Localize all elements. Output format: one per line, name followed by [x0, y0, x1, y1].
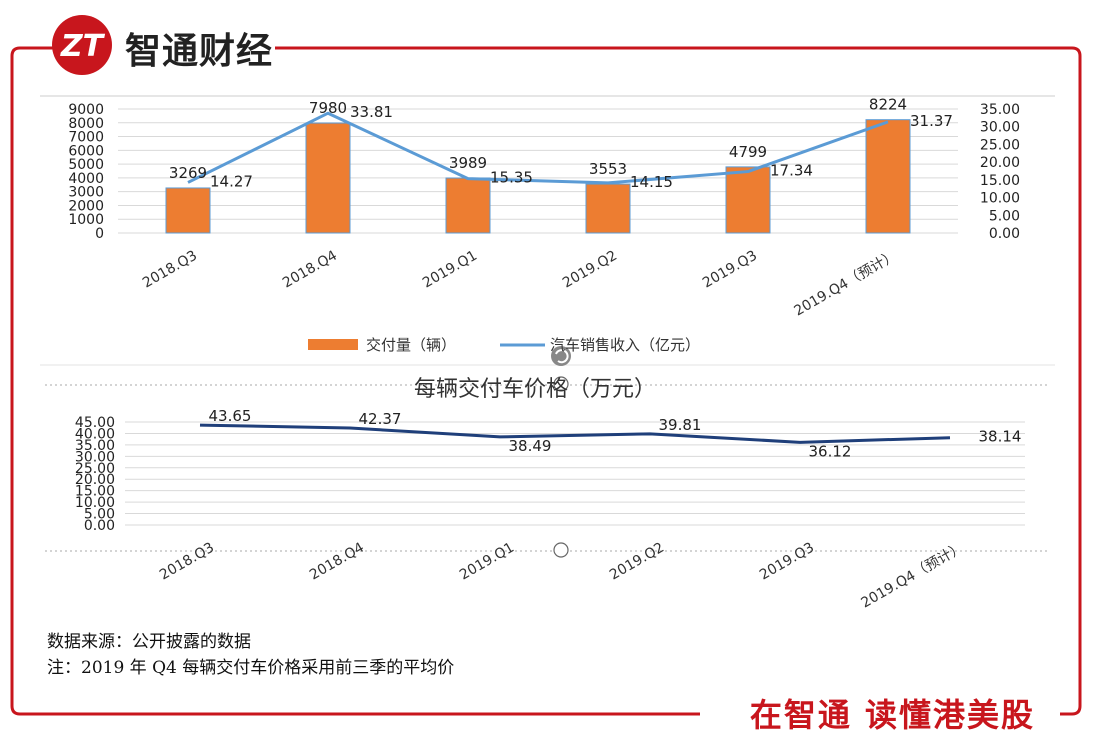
data-labels: 3269 7980 3989 3553 4799 8224 14.27 33.81 15.35 1…	[169, 96, 953, 191]
y-tick-label: 15.00	[75, 484, 115, 500]
line-value-label: 31.37	[910, 112, 953, 130]
line-value-label: 38.14	[979, 428, 1022, 446]
legend-label-bar: 交付量（辆）	[366, 336, 456, 354]
x-tick-label: 2019.Q2	[607, 540, 667, 584]
chart-title: 每辆交付车价格（万元）	[414, 377, 656, 402]
y-tick-label: 35.00	[75, 438, 115, 454]
y2-tick-label: 15.00	[980, 173, 1020, 189]
line-series	[199, 423, 951, 444]
y-tick-label: 8000	[68, 116, 104, 132]
y-tick-label: 0.00	[84, 518, 115, 534]
y-tick-label: 6000	[68, 143, 104, 159]
revenue-line	[187, 111, 889, 185]
bar	[725, 166, 771, 234]
brand-logo-icon: ZT	[52, 15, 112, 75]
y2-tick-label: 35.00	[980, 102, 1020, 118]
y-tick-label: 0	[95, 226, 104, 242]
bar	[305, 122, 351, 234]
line-value-label: 14.27	[210, 172, 253, 190]
legend-swatch-bar	[308, 339, 358, 350]
y-tick-label: 40.00	[75, 426, 115, 442]
line-value-label: 43.65	[209, 407, 252, 425]
y-tick-label: 2000	[68, 198, 104, 214]
y2-tick-label: 30.00	[980, 120, 1020, 136]
y-tick-label: 5.00	[84, 507, 115, 523]
bar	[865, 119, 911, 234]
y2-tick-label: 10.00	[980, 191, 1020, 207]
data-labels: 43.65 42.37 38.49 39.81 36.12 38.14	[209, 407, 1022, 460]
line-value-label: 17.34	[770, 162, 813, 180]
y-tick-label: 45.00	[75, 415, 115, 431]
line-value-label: 36.12	[809, 442, 852, 460]
x-tick-label: 2018.Q3	[157, 540, 217, 584]
bar-value-label: 3269	[169, 164, 207, 182]
line-value-label: 39.81	[659, 416, 702, 434]
y-tick-label: 5000	[68, 157, 104, 173]
y-tick-label: 20.00	[75, 472, 115, 488]
y-tick-label: 3000	[68, 185, 104, 201]
line-value-label: 38.49	[509, 437, 552, 455]
bar-value-label: 7980	[309, 99, 347, 117]
y2-tick-label: 0.00	[989, 226, 1020, 242]
svg-text:ZT: ZT	[60, 29, 106, 64]
source-note: 数据来源：公开披露的数据	[47, 632, 251, 652]
y-tick-label: 25.00	[75, 461, 115, 477]
line-value-label: 33.81	[350, 103, 393, 121]
legend-label-line: 汽车销售收入（亿元）	[550, 336, 700, 354]
bar-value-label: 4799	[729, 143, 767, 161]
y-tick-label: 10.00	[75, 495, 115, 511]
x-tick-label: 2019.Q4（预计）	[859, 540, 967, 612]
line-series	[187, 111, 889, 185]
bar	[445, 177, 491, 234]
bar	[585, 183, 631, 234]
bar	[165, 187, 211, 234]
resize-handle-icon[interactable]	[553, 542, 569, 558]
combo-chart: 3269 7980 3989 3553 4799 8224 14.27 33.81 15.35 1…	[68, 96, 1020, 354]
y-tick-label: 30.00	[75, 449, 115, 465]
line-value-label: 15.35	[490, 169, 533, 187]
footnote: 注：2019 年 Q4 每辆交付车价格采用前三季的平均价	[47, 658, 455, 678]
grid	[125, 421, 1025, 526]
x-tick-label: 2019.Q3	[757, 540, 817, 584]
x-tick-label: 2018.Q4	[307, 540, 367, 584]
slogan: 在智通 读懂港美股	[741, 690, 1043, 736]
price-line	[199, 423, 951, 444]
y2-tick-label: 20.00	[980, 155, 1020, 171]
y2-tick-label: 5.00	[989, 208, 1020, 224]
line-value-label: 14.15	[630, 173, 673, 191]
bar-value-label: 3989	[449, 154, 487, 172]
grid	[118, 108, 958, 234]
y-tick-label: 4000	[68, 171, 104, 187]
bar-value-label: 3553	[589, 160, 627, 178]
refresh-handle-icon[interactable]	[551, 346, 571, 366]
bar-value-label: 8224	[869, 96, 907, 114]
x-tick-label: 2019.Q1	[457, 540, 517, 584]
bar-series	[165, 119, 911, 234]
y-tick-label: 1000	[68, 212, 104, 228]
resize-handle-icon[interactable]	[553, 376, 569, 392]
line-value-label: 42.37	[359, 410, 402, 428]
y-tick-label: 7000	[68, 130, 104, 146]
brand-name: 智通财经	[125, 31, 274, 72]
y-tick-label: 9000	[68, 102, 104, 118]
y2-tick-label: 25.00	[980, 137, 1020, 153]
legend: 交付量（辆） 汽车销售收入（亿元）	[308, 336, 700, 354]
